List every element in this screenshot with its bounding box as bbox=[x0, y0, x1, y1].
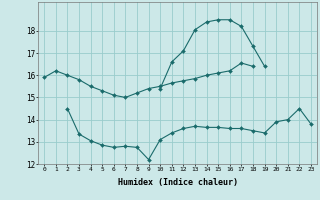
X-axis label: Humidex (Indice chaleur): Humidex (Indice chaleur) bbox=[118, 178, 238, 187]
